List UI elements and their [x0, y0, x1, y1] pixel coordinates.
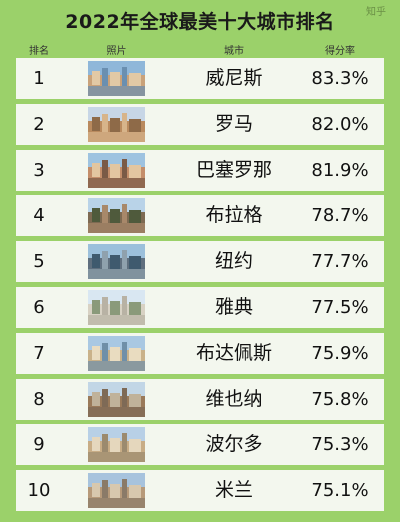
score-cell: 77.5%: [311, 297, 369, 318]
watermark: 知乎: [366, 7, 386, 18]
score-cell: 75.8%: [311, 388, 369, 410]
city-cell: 米兰: [214, 479, 253, 502]
rank-cell: 5: [33, 251, 45, 273]
header-photo: 照片: [106, 46, 127, 57]
rank-cell: 1: [33, 68, 45, 89]
city-cell: 威尼斯: [205, 67, 263, 89]
score-cell: 83.3%: [311, 68, 369, 89]
score-cell: 75.3%: [311, 434, 369, 456]
table-header: 排名 照片 城市 得分率: [16, 38, 384, 58]
city-cell: 维也纳: [205, 387, 263, 410]
ranking-table: 排名 照片 城市 得分率 1 威尼斯 83.3% 2 罗马 82.0% 3 巴塞罗那 81.9%…: [16, 38, 384, 515]
venice-photo: [88, 61, 145, 96]
header-rank: 排名: [29, 46, 49, 57]
table-row: 10 米兰 75.1%: [16, 470, 384, 512]
score-cell: 81.9%: [311, 159, 369, 181]
city-cell: 雅典: [214, 296, 253, 318]
rank-cell: 3: [33, 159, 45, 181]
table-row: 9 波尔多 75.3%: [16, 424, 384, 466]
score-cell: 77.7%: [311, 251, 369, 273]
table-row: 1 威尼斯 83.3%: [16, 58, 384, 99]
rank-cell: 9: [33, 434, 45, 456]
header-score: 得分率: [325, 46, 355, 57]
table-row: 7 布达佩斯 75.9%: [16, 332, 384, 374]
table-row: 4 布拉格 78.7%: [16, 195, 384, 237]
city-cell: 纽约: [214, 250, 253, 273]
rank-cell: 2: [33, 113, 45, 135]
vienna-photo: [88, 381, 145, 417]
city-cell: 波尔多: [205, 433, 263, 456]
table-row: 3 巴塞罗那 81.9%: [16, 149, 384, 191]
table-row: 8 维也纳 75.8%: [16, 378, 384, 420]
city-cell: 巴塞罗那: [195, 158, 272, 181]
score-cell: 75.1%: [311, 480, 369, 502]
athens-photo: [88, 290, 145, 325]
rank-cell: 6: [33, 297, 45, 318]
header-city: 城市: [224, 46, 244, 57]
rank-cell: 8: [33, 388, 45, 410]
rank-cell: 4: [33, 205, 45, 227]
budapest-photo: [88, 335, 145, 371]
milan-photo: [88, 473, 145, 509]
city-cell: 布拉格: [205, 204, 263, 227]
rank-cell: 7: [33, 342, 45, 364]
city-cell: 罗马: [214, 112, 253, 135]
bordeaux-photo: [88, 427, 145, 463]
rome-photo: [88, 106, 145, 142]
new-york-photo: [88, 244, 145, 280]
rank-cell: 10: [27, 480, 51, 502]
table-row: 6 雅典 77.5%: [16, 287, 384, 328]
city-cell: 布达佩斯: [195, 341, 272, 364]
score-cell: 78.7%: [311, 205, 369, 227]
score-cell: 75.9%: [311, 342, 369, 364]
table-row: 2 罗马 82.0%: [16, 103, 384, 145]
score-cell: 82.0%: [311, 113, 369, 135]
table-row: 5 纽约 77.7%: [16, 241, 384, 283]
barcelona-photo: [88, 152, 145, 188]
page-title: 2022年全球最美十大城市排名: [65, 11, 335, 33]
prague-photo: [88, 198, 145, 234]
